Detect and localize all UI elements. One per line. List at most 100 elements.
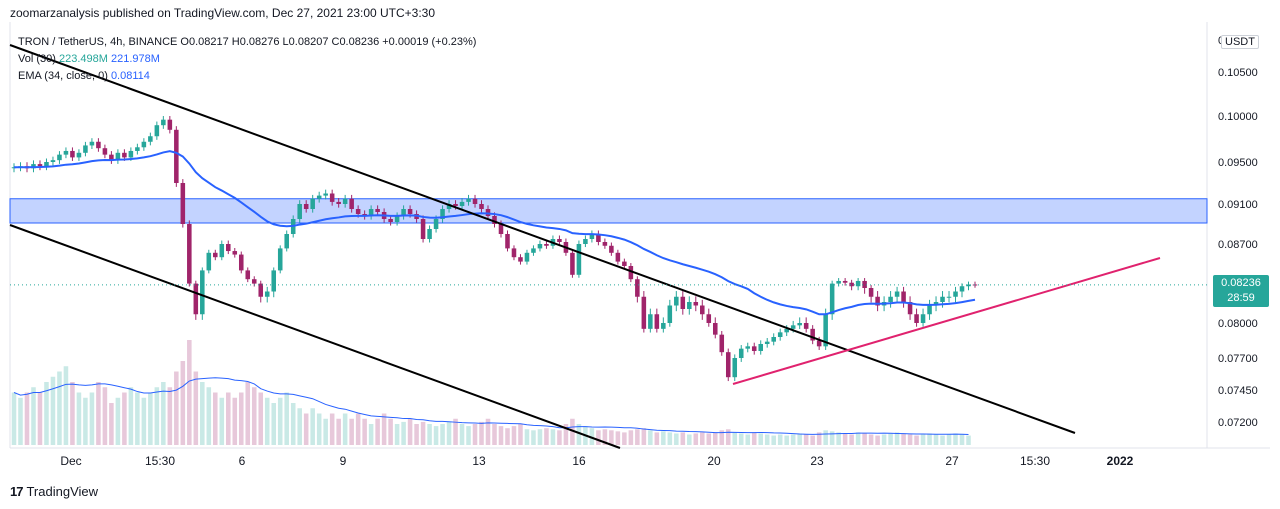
volume-bar — [128, 387, 134, 445]
candle-body — [855, 280, 861, 287]
candle-body — [122, 152, 127, 158]
volume-bar — [842, 433, 848, 445]
volume-bar — [531, 430, 536, 445]
candle-body — [725, 352, 731, 378]
x-tick-label: 23 — [810, 454, 824, 468]
volume-bar — [102, 387, 108, 445]
candle-body — [459, 201, 465, 206]
candle-body — [628, 266, 634, 280]
volume-bar — [355, 413, 361, 445]
candle-body — [407, 209, 413, 214]
candle-body — [310, 198, 315, 209]
volume-bar — [63, 366, 69, 445]
volume-bar — [505, 428, 510, 445]
candle-body — [537, 244, 543, 249]
candle-body — [213, 252, 218, 258]
candle-body — [849, 282, 854, 287]
volume-bar — [466, 426, 471, 445]
candle-body — [674, 296, 679, 306]
volume-bar — [706, 433, 712, 445]
volume-bar — [570, 418, 575, 445]
candle-body — [232, 251, 238, 255]
candle-body — [920, 314, 926, 323]
candle-body — [875, 296, 880, 306]
candle-body — [174, 129, 179, 183]
volume-bar — [336, 418, 341, 445]
volume-bar — [751, 432, 757, 445]
candle-body — [226, 244, 231, 252]
candle-body — [50, 160, 56, 162]
volume-bar — [946, 434, 952, 445]
volume-bar — [674, 433, 679, 445]
volume-bar — [797, 433, 802, 445]
candle-body — [758, 344, 763, 351]
volume-label[interactable]: Vol (30) — [18, 53, 56, 65]
volume-bar — [284, 392, 289, 445]
volume-bar — [868, 434, 874, 445]
volume-bar — [459, 424, 465, 445]
candle-body — [427, 229, 432, 239]
volume-bar — [342, 413, 348, 445]
volume-bar — [550, 429, 556, 445]
volume-bar — [375, 418, 380, 445]
candle-body — [466, 198, 471, 202]
volume-bar — [316, 413, 322, 445]
candle-body — [44, 162, 49, 167]
volume-bar — [777, 434, 783, 445]
candle-body — [589, 234, 595, 239]
candle-body — [751, 346, 757, 351]
candle-body — [622, 261, 627, 266]
candle-body — [700, 305, 705, 315]
volume-bar — [310, 408, 315, 445]
candle-body — [96, 141, 101, 149]
ema-value: 0.08114 — [110, 70, 150, 82]
volume-bar — [803, 434, 809, 445]
candle-body — [342, 198, 348, 204]
volume-bar — [693, 433, 699, 445]
volume-bar — [602, 429, 608, 445]
candle-body — [842, 280, 848, 283]
volume-bar — [784, 435, 789, 445]
volume-bar — [920, 434, 926, 445]
volume-bar — [148, 392, 153, 445]
volume-bar — [648, 430, 653, 445]
candle-body — [109, 154, 114, 161]
footer-brand[interactable]: 17 TradingView — [10, 484, 98, 499]
symbol-row: TRON / TetherUS, 4h, BINANCE O0.08217 H0… — [18, 34, 476, 51]
symbol-label[interactable]: TRON / TetherUS, 4h, BINANCE — [18, 36, 178, 48]
candle-body — [661, 323, 666, 329]
volume-bar — [24, 392, 30, 445]
volume-bar — [329, 413, 335, 445]
volume-bar — [174, 371, 179, 445]
ema-label[interactable]: EMA (34, close, 0) — [18, 70, 108, 82]
candle-body — [531, 248, 536, 253]
volume-bar — [232, 397, 238, 445]
candle-body — [284, 234, 289, 249]
volume-bar — [154, 387, 160, 445]
volume-bar — [641, 428, 647, 445]
brand-label: TradingView — [26, 484, 99, 499]
candle-body — [706, 314, 712, 323]
volume-bar — [654, 432, 660, 445]
publish-header: zoomarzanalysis published on TradingView… — [10, 6, 436, 20]
candle-body — [654, 314, 660, 329]
volume-bar — [440, 424, 445, 445]
candle-body — [388, 219, 393, 222]
volume-bar — [11, 392, 17, 445]
candle-body — [167, 119, 173, 130]
candle-body — [719, 334, 725, 353]
volume-bar — [18, 397, 23, 445]
volume-bar — [479, 421, 484, 445]
currency-button[interactable]: USDT — [1221, 35, 1259, 49]
tradingview-logo-icon: 17 — [10, 484, 24, 499]
last-price-label: 0.08236 — [1221, 276, 1261, 289]
volume-bar — [161, 382, 166, 445]
upper-channel-line — [9, 44, 1076, 434]
candle-body — [401, 209, 406, 216]
ema-row: EMA (34, close, 0) 0.08114 — [18, 68, 476, 85]
candle-body — [583, 239, 588, 244]
candle-body — [648, 314, 653, 329]
candle-body — [297, 204, 302, 219]
candle-body — [206, 252, 212, 271]
